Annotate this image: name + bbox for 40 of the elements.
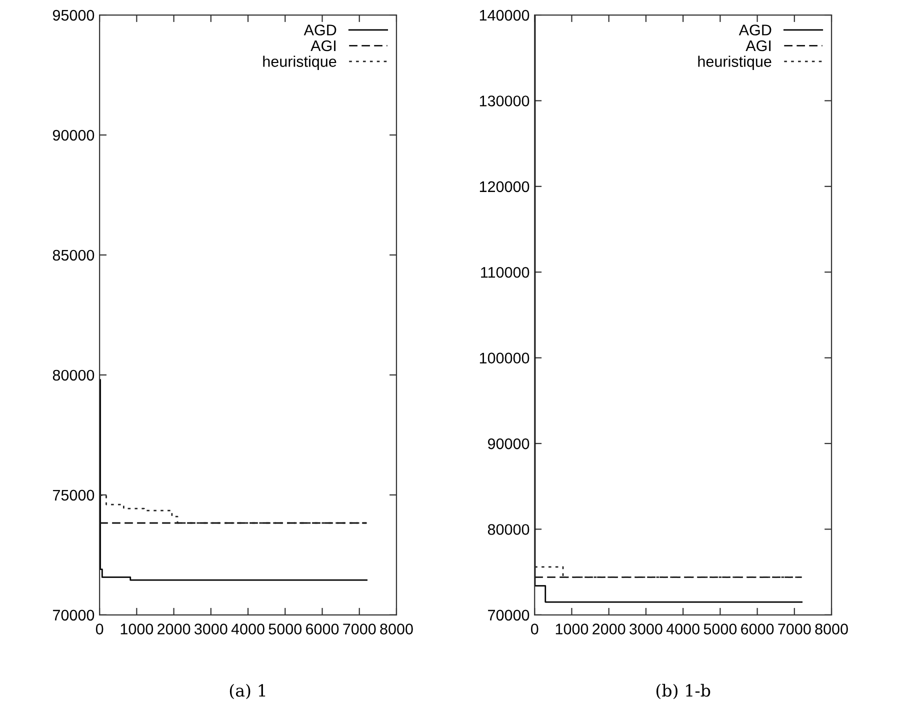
y-tick-label: 90000: [488, 438, 530, 450]
x-tick-label: 4000: [231, 624, 264, 634]
x-tick-label: 6000: [741, 624, 774, 634]
y-tick-label: 85000: [52, 250, 94, 261]
legend-label: AGI: [310, 40, 336, 52]
x-tick-label: 2000: [592, 624, 626, 634]
x-tick-label: 5000: [268, 624, 302, 634]
x-tick-label: 0: [96, 624, 104, 634]
y-tick-label: 90000: [52, 130, 94, 141]
x-tick-label: 3000: [194, 624, 228, 634]
x-tick-label: 1000: [556, 624, 588, 634]
x-tick-label: 4000: [666, 624, 700, 634]
x-tick-label: 0: [530, 624, 538, 634]
x-tick-label: 6000: [306, 624, 339, 634]
x-tick-label: 3000: [630, 624, 662, 634]
y-tick-label: 95000: [52, 10, 94, 21]
legend-label: AGD: [304, 24, 336, 36]
text: (a) 1: [230, 684, 266, 700]
y-tick-label: 70000: [488, 610, 530, 621]
x-tick-label: 1000: [120, 624, 154, 634]
x-tick-label: 7000: [343, 624, 376, 634]
y-tick-label: 110000: [481, 266, 530, 278]
legend-label: AGI: [746, 40, 771, 52]
y-tick-label: 75000: [53, 490, 94, 501]
legend-label: heuristique: [698, 56, 772, 70]
y-tick-label: 140000: [480, 10, 530, 21]
x-tick-label: 8000: [380, 624, 413, 634]
x-tick-label: 8000: [815, 624, 848, 634]
y-tick-label: 130000: [480, 96, 530, 106]
y-tick-label: 80000: [52, 370, 94, 381]
x-tick-label: 7000: [778, 624, 811, 634]
y-tick-label: 120000: [480, 181, 530, 192]
legend-label: AGD: [738, 24, 772, 36]
text: (b) 1-b: [656, 684, 710, 700]
y-tick-label: 100000: [480, 352, 530, 364]
legend-label: heuristique: [263, 56, 336, 70]
x-tick-label: 2000: [158, 624, 190, 634]
x-tick-label: 5000: [704, 624, 737, 634]
y-tick-label: 80000: [488, 524, 530, 535]
y-tick-label: 70000: [53, 610, 94, 621]
